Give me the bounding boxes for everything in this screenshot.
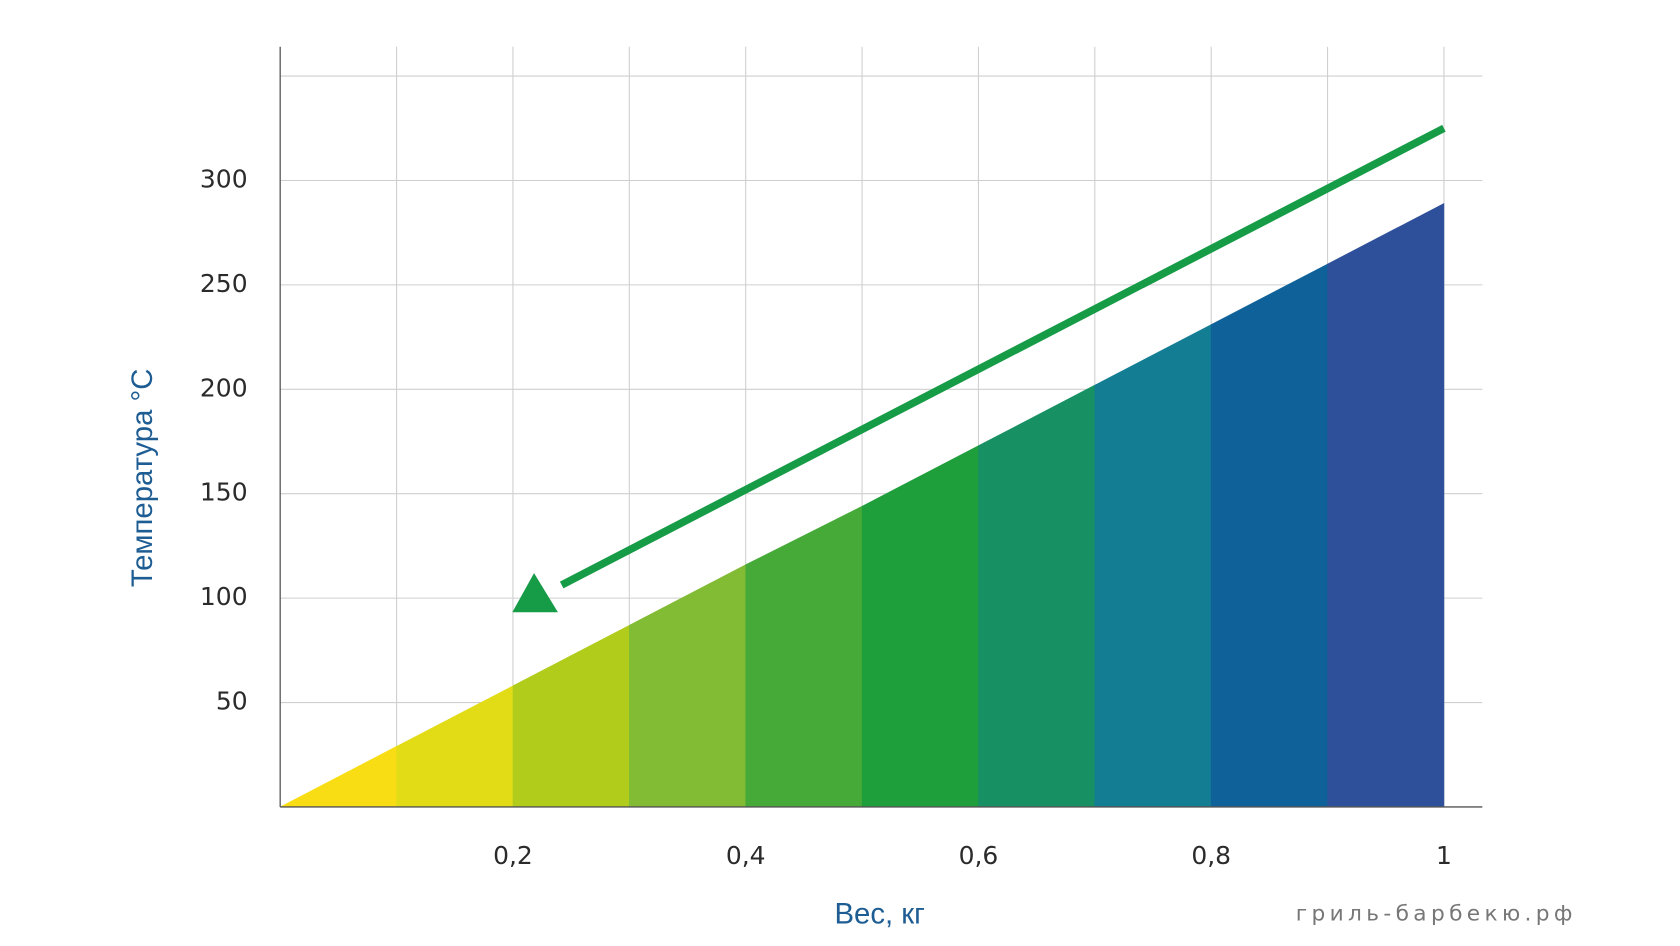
y-tick-label: 250 [200, 269, 248, 298]
x-tick-label: 1 [1436, 841, 1452, 870]
x-tick-label: 0,8 [1191, 841, 1231, 870]
area-segment [396, 685, 514, 808]
arrow-line [559, 124, 1446, 589]
watermark: гриль-барбекю.рф [1296, 901, 1577, 926]
arrow-head [512, 573, 558, 613]
area-segment [280, 745, 397, 808]
x-axis-title: Вес, кг [834, 897, 924, 930]
area-segment [512, 624, 630, 808]
x-tick-label: 0,6 [959, 841, 999, 870]
x-tick-label: 0,2 [493, 841, 533, 870]
y-tick-label: 200 [200, 373, 248, 402]
area-segment [629, 564, 746, 808]
area-segment [745, 505, 863, 808]
y-axis-title: Температура °C [126, 369, 159, 588]
y-tick-label: 300 [200, 164, 248, 193]
area-segment [1210, 263, 1328, 808]
x-tick-label: 0,4 [726, 841, 766, 870]
y-tick-label: 150 [200, 478, 248, 507]
area-segment [861, 445, 979, 808]
area-segment [978, 384, 1096, 808]
area-segment [1327, 203, 1445, 808]
y-tick-label: 100 [200, 582, 248, 611]
area-segment [1094, 324, 1212, 808]
y-tick-label: 50 [216, 687, 248, 716]
